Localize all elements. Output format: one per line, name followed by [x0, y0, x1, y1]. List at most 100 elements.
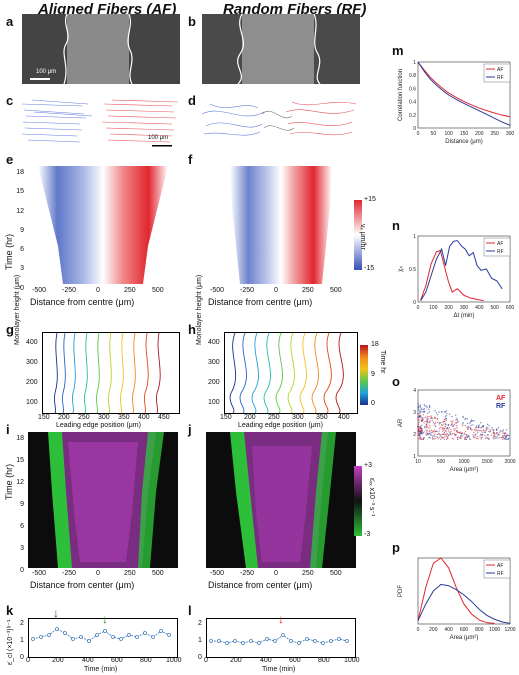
xlabel-i: Distance from center (μm) [30, 580, 135, 590]
legend-label-af: AF [497, 563, 503, 569]
scatter-point-af [429, 430, 431, 432]
xtick-k: 1000 [166, 657, 182, 664]
scatter-point-rf [482, 429, 485, 431]
scatter-point-rf [435, 436, 437, 438]
xlabel-k: Time (min) [84, 666, 118, 673]
scatter-point-rf [435, 412, 438, 414]
scatter-point-af [455, 428, 457, 430]
scatter-point-rf [501, 435, 504, 437]
scatter-point-rf [441, 436, 443, 439]
scatter-point-rf [438, 411, 440, 413]
scatter-point-rf [505, 437, 507, 439]
scatter-point-rf [426, 430, 428, 432]
scatter-point-rf [462, 423, 464, 425]
yticks-i: 18 15 12 9 6 3 0 [14, 428, 24, 582]
scatter-point-rf [426, 420, 428, 423]
scatter-point-rf [429, 417, 432, 420]
scatter-point-rf [438, 430, 440, 432]
series-line-rf [417, 583, 511, 624]
xtick-l: 400 [260, 657, 272, 664]
x-tick-label: 50 [431, 131, 437, 137]
scatter-point-af [428, 420, 431, 422]
scatter-point-rf [433, 435, 436, 437]
xtick-h: 150 [220, 414, 232, 421]
scatter-point-rf [481, 431, 483, 433]
scatter-point-rf [434, 438, 436, 440]
scatter-point-rf [445, 428, 448, 430]
scatter-point-af [430, 416, 433, 418]
ytick-e: 0 [20, 284, 24, 292]
y-tick-label: 0.4 [409, 100, 416, 106]
scatter-point-af [426, 426, 429, 428]
series-line-rf [420, 240, 503, 301]
scatter-point-af [436, 436, 439, 439]
xtick-i: 250 [124, 570, 136, 577]
scatter-point-rf [470, 419, 472, 421]
scatter-point-af [426, 417, 428, 419]
arrow-down-icon: ↓ [278, 612, 284, 626]
scatter-point-rf [428, 432, 431, 435]
scatter-point-rf [496, 429, 498, 431]
strain-timeseries-rf [206, 618, 356, 658]
scatter-point-af [451, 437, 454, 440]
xtick-k: 0 [26, 657, 30, 664]
xtick-g: 350 [118, 414, 130, 421]
scatter-point-rf [421, 411, 423, 413]
scatter-point-af [487, 427, 489, 430]
ytick-i: 3 [20, 545, 24, 552]
scalebar-label-c: 100 μm [148, 135, 169, 141]
scatter-point-af [446, 432, 448, 435]
scatter-point-rf [455, 419, 457, 421]
scatter-point-rf [468, 436, 470, 438]
colorbar-velocity-bottom: -15 [364, 265, 375, 272]
scatter-point-rf [466, 418, 468, 420]
scatter-point-rf [419, 436, 422, 438]
ytick-i: 6 [20, 523, 24, 530]
arrow-down-icon: ↓ [102, 612, 108, 626]
x-tick-label: 400 [444, 627, 453, 633]
scatter-point-rf [452, 425, 454, 428]
panel-label-g: g [6, 322, 14, 337]
heatmap-strain-rf [206, 432, 356, 568]
scatter-point-af [494, 433, 496, 435]
scatter-point-rf [426, 419, 429, 422]
chart-m-svg: 0 50 100 150 200 250 300 Distance (μm) 1 0.8 0.6 0.… [398, 60, 514, 145]
scatter-point-rf [427, 408, 430, 411]
y-axis-label: AR [398, 418, 404, 427]
scatter-point-af [444, 435, 446, 437]
scatter-point-rf [463, 433, 465, 435]
scatter-point-af [479, 429, 481, 432]
scatter-point-rf [444, 425, 447, 428]
scatter-point-rf [430, 433, 432, 435]
y-tick-label: 0.2 [409, 113, 416, 119]
scatter-point-rf [437, 413, 439, 416]
xtick-k: 200 [52, 657, 64, 664]
scalebar-label-a: 100 μm [36, 69, 57, 75]
scatter-point-af [467, 427, 469, 430]
xtick-j: 250 [302, 570, 314, 577]
scatter-point-af [471, 429, 473, 431]
scatter-point-rf [498, 433, 500, 436]
scatter-point-af [456, 427, 458, 429]
scatter-point-rf [467, 425, 470, 428]
xtick-i: -250 [62, 570, 77, 577]
scatter-point-rf [492, 428, 494, 431]
ytick-g: 400 [26, 339, 38, 346]
scatter-point-rf [417, 413, 419, 415]
xtick-f: 250 [302, 287, 314, 294]
strain-timeseries-af [28, 618, 178, 658]
scatter-point-af [472, 434, 474, 436]
xtick-e: -250 [62, 287, 77, 294]
scatter-point-rf [438, 423, 441, 425]
scatter-point-af [447, 428, 449, 430]
scatter-point-rf [486, 423, 489, 426]
scatter-point-af [426, 431, 428, 433]
kymograph-h-svg [229, 333, 344, 413]
scatter-point-rf [445, 410, 447, 412]
scatter-point-rf [506, 438, 508, 441]
scatter-point-af [474, 426, 477, 429]
scatter-point-af [434, 433, 436, 435]
y-tick-label: 2 [413, 432, 416, 438]
ytick-h: 200 [208, 379, 220, 386]
scatter-point-rf [431, 436, 434, 439]
